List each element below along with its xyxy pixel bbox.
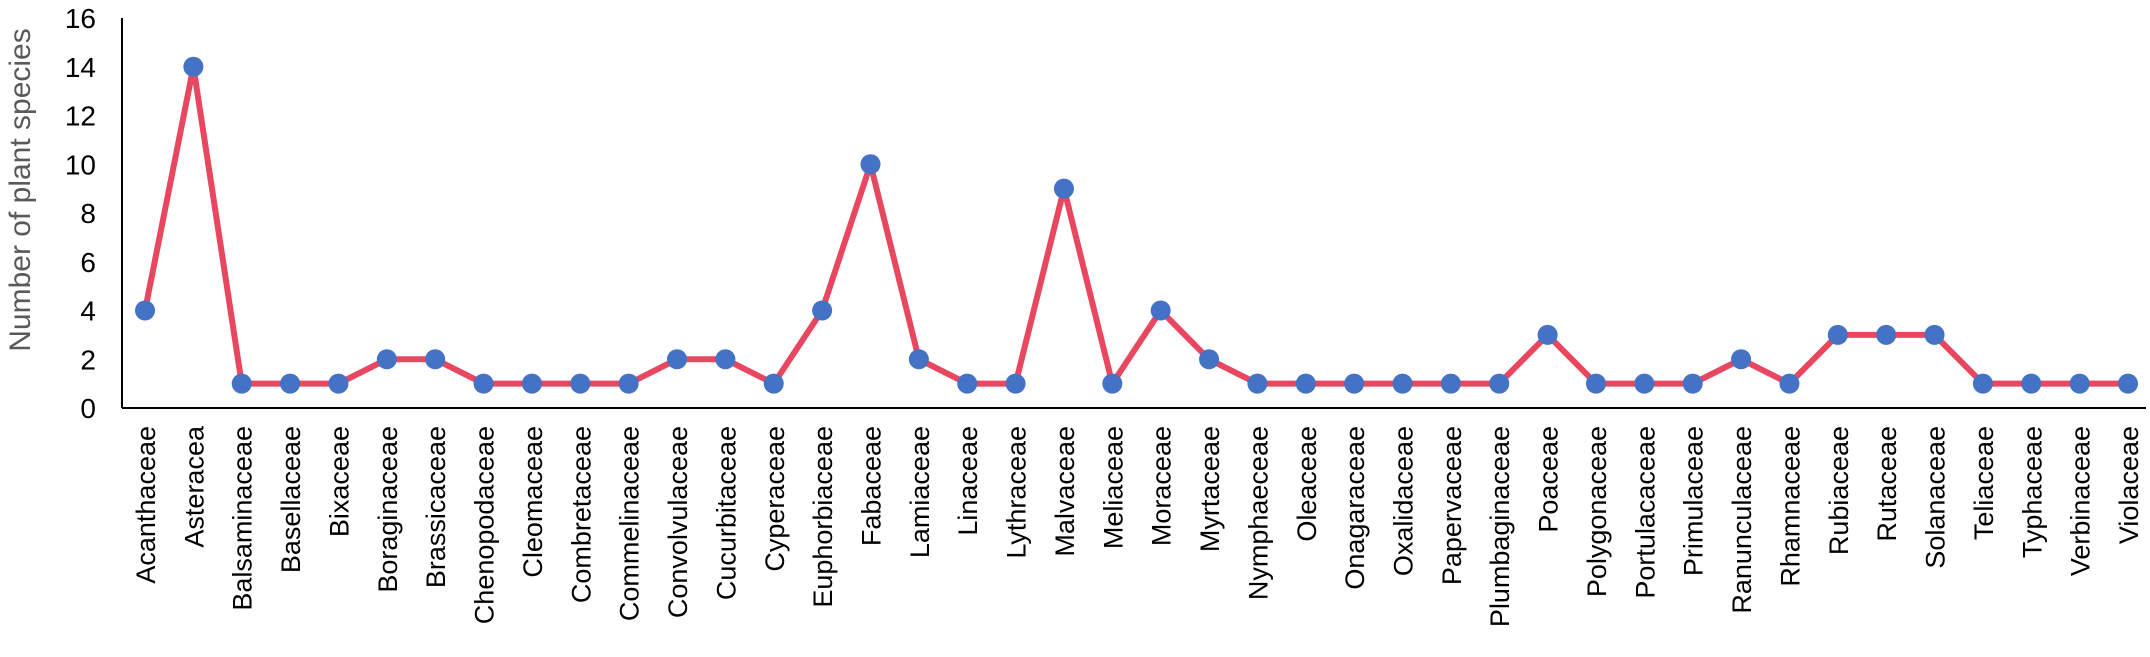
data-point xyxy=(473,373,494,394)
data-point xyxy=(1585,373,1606,394)
x-tick-label: Linaceae xyxy=(953,426,983,536)
x-tick-label: Bixaceae xyxy=(324,426,354,537)
x-tick-label: Malvaceae xyxy=(1050,426,1080,557)
x-tick-label: Portulacaceae xyxy=(1630,426,1660,599)
data-point xyxy=(1779,373,1800,394)
data-point xyxy=(1150,300,1171,321)
y-tick-label: 10 xyxy=(65,149,96,180)
x-tick-label: Balsaminaceae xyxy=(228,426,258,611)
data-point xyxy=(1827,324,1848,345)
data-point xyxy=(328,373,349,394)
x-tick-label: Rhamnaceae xyxy=(1775,426,1805,587)
data-point xyxy=(1199,349,1220,370)
x-tick-label: Primulaceae xyxy=(1679,426,1709,576)
data-point xyxy=(1247,373,1268,394)
y-axis-ticks: 0 2 4 6 8 10 12 14 16 xyxy=(65,3,96,424)
x-tick-label: Moraceae xyxy=(1147,426,1177,546)
data-point xyxy=(1634,373,1655,394)
data-point xyxy=(618,373,639,394)
data-point xyxy=(183,56,204,77)
data-point xyxy=(280,373,301,394)
data-point xyxy=(425,349,446,370)
data-point xyxy=(908,349,929,370)
x-tick-label: Rutaceae xyxy=(1872,426,1902,542)
data-point xyxy=(860,154,881,175)
x-tick-label: Chenopodaceae xyxy=(470,426,500,624)
y-tick-label: 12 xyxy=(65,101,96,132)
data-point xyxy=(812,300,833,321)
data-point xyxy=(1295,373,1316,394)
x-tick-label: Cucurbitaceae xyxy=(711,426,741,600)
y-tick-label: 4 xyxy=(80,296,96,327)
x-tick-label: Asteracea xyxy=(179,425,209,548)
y-tick-label: 16 xyxy=(65,3,96,34)
x-tick-label: Lythraceae xyxy=(1002,426,1032,559)
data-point xyxy=(1392,373,1413,394)
data-point xyxy=(570,373,591,394)
x-tick-label: Boraginaceae xyxy=(373,426,403,593)
x-tick-label: Rubiaceae xyxy=(1824,426,1854,555)
data-point xyxy=(1344,373,1365,394)
data-point xyxy=(376,349,397,370)
data-point xyxy=(1924,324,1945,345)
x-tick-label: Violaceae xyxy=(2114,426,2144,544)
y-tick-label: 14 xyxy=(65,52,96,83)
x-tick-label: Nymphaeceae xyxy=(1243,426,1273,600)
data-point xyxy=(1102,373,1123,394)
x-tick-label: Acanthaceae xyxy=(131,426,161,584)
data-point xyxy=(1440,373,1461,394)
x-tick-label: Meliaceae xyxy=(1098,426,1128,549)
y-tick-label: 0 xyxy=(80,393,96,424)
data-point xyxy=(1876,324,1897,345)
x-tick-label: Oxalidaceae xyxy=(1389,426,1419,576)
data-point xyxy=(715,349,736,370)
x-tick-label: Oleaceae xyxy=(1292,426,1322,542)
data-point xyxy=(763,373,784,394)
y-tick-label: 6 xyxy=(80,247,96,278)
data-point xyxy=(1537,324,1558,345)
x-tick-label: Plumbaginaceae xyxy=(1485,426,1515,627)
x-tick-label: Poaceae xyxy=(1534,426,1564,533)
x-tick-label: Verbinaceae xyxy=(2066,426,2096,576)
data-point xyxy=(1053,178,1074,199)
x-tick-label: Brassicaceae xyxy=(421,426,451,588)
x-tick-label: Commelinaceae xyxy=(615,426,645,621)
x-tick-label: Teliaceae xyxy=(1969,426,1999,540)
y-tick-label: 8 xyxy=(80,198,96,229)
x-tick-label: Fabaceae xyxy=(856,426,886,546)
data-point xyxy=(1972,373,1993,394)
y-axis-label: Number of plant species xyxy=(4,28,37,352)
x-tick-label: Cleomaceae xyxy=(518,426,548,578)
data-point xyxy=(957,373,978,394)
x-tick-label: Papervaceae xyxy=(1437,426,1467,585)
x-tick-label: Lamiaceae xyxy=(905,426,935,558)
data-point xyxy=(2069,373,2090,394)
x-tick-label: Euphorbiaceae xyxy=(808,426,838,608)
x-tick-label: Polygonaceae xyxy=(1582,426,1612,597)
data-point xyxy=(135,300,155,321)
x-tick-label: Solanaceae xyxy=(1921,426,1951,569)
data-point xyxy=(1682,373,1703,394)
x-tick-label: Basellaceae xyxy=(276,426,306,573)
x-tick-label: Typhaceae xyxy=(2017,426,2047,558)
x-axis-tick-labels: Acanthaceae Asteracea Balsaminaceae Basella… xyxy=(131,425,2144,627)
data-point xyxy=(231,373,252,394)
data-point xyxy=(1731,349,1752,370)
data-point xyxy=(1489,373,1510,394)
x-tick-label: Ranunculaceae xyxy=(1727,426,1757,614)
x-tick-label: Convolvulaceae xyxy=(663,426,693,618)
data-point xyxy=(667,349,688,370)
x-tick-label: Myrtaceae xyxy=(1195,426,1225,552)
data-point xyxy=(521,373,542,394)
x-tick-label: Onagaraceae xyxy=(1340,426,1370,590)
x-tick-label: Cyperaceae xyxy=(760,426,790,572)
data-point xyxy=(2021,373,2042,394)
data-markers xyxy=(135,56,2138,394)
data-point xyxy=(2118,373,2138,394)
x-tick-label: Combretaceae xyxy=(566,426,596,603)
y-tick-label: 2 xyxy=(80,344,96,375)
data-point xyxy=(1005,373,1026,394)
